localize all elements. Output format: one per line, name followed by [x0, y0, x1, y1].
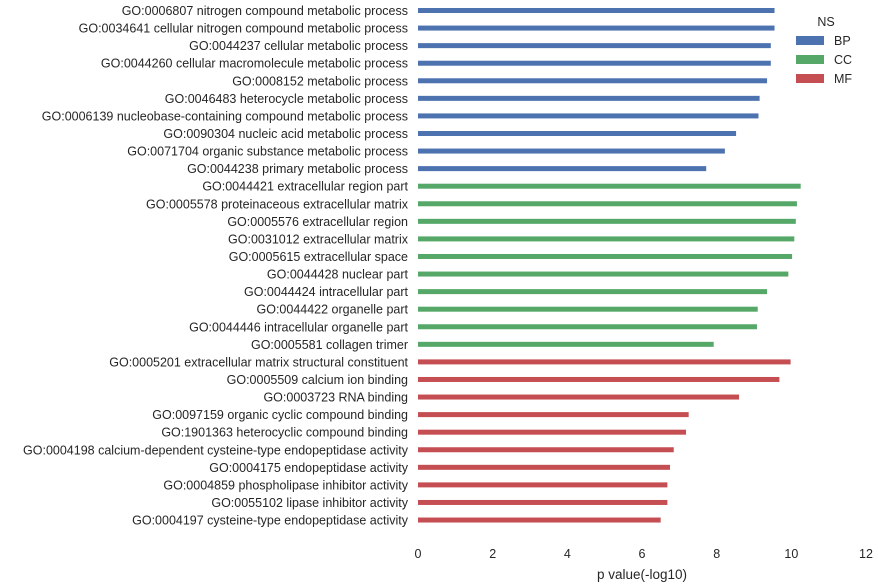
bar-bp: [418, 8, 775, 13]
category-labels: GO:0006807 nitrogen compound metabolic p…: [23, 4, 409, 528]
x-axis-ticks: 0 2 4 6 8 10 12: [415, 547, 873, 561]
category-label: GO:0005578 proteinaceous extracellular m…: [146, 197, 409, 211]
category-label: GO:0044237 cellular metabolic process: [189, 39, 408, 53]
bar-mf: [418, 412, 689, 418]
legend-title: NS: [817, 15, 834, 29]
bar-cc: [418, 183, 801, 189]
bar-bp: [418, 113, 759, 119]
category-label: GO:0055102 lipase inhibitor activity: [211, 496, 408, 510]
bar-bp: [418, 130, 737, 136]
bar-cc: [418, 201, 797, 207]
bar-bp: [418, 95, 760, 101]
bar-cc: [418, 289, 768, 295]
legend-label-cc: CC: [834, 53, 852, 67]
x-tick-label: 12: [859, 547, 873, 561]
category-label: GO:0031012 extracellular matrix: [228, 232, 409, 246]
category-label: GO:0044446 intracellular organelle part: [189, 320, 408, 334]
x-tick-label: 10: [784, 547, 798, 561]
bar-mf: [418, 447, 674, 453]
bar-mf: [418, 376, 780, 382]
bar-mf: [418, 429, 687, 435]
category-label: GO:0044260 cellular macromolecule metabo…: [101, 57, 408, 71]
category-label: GO:0044238 primary metabolic process: [187, 162, 408, 176]
x-tick-label: 0: [415, 547, 422, 561]
category-label: GO:0044421 extracellular region part: [202, 180, 408, 194]
category-label: GO:0004197 cysteine-type endopeptidase a…: [132, 514, 409, 528]
bar-bp: [418, 148, 725, 154]
category-label: GO:0034641 cellular nitrogen compound me…: [79, 22, 408, 36]
category-label: GO:1901363 heterocyclic compound binding: [161, 426, 408, 440]
category-label: GO:0005581 collagen trimer: [251, 338, 408, 352]
category-label: GO:0090304 nucleic acid metabolic proces…: [163, 127, 408, 141]
bar-cc: [418, 218, 796, 224]
category-label: GO:0044422 organelle part: [257, 303, 409, 317]
bar-mf: [418, 517, 661, 523]
bar-bp: [418, 166, 707, 172]
bar-cc: [418, 253, 793, 259]
category-label: GO:0006139 nucleobase-containing compoun…: [42, 109, 408, 123]
bar-cc: [418, 341, 714, 347]
category-label: GO:0044424 intracellular part: [244, 285, 409, 299]
category-label: GO:0005576 extracellular region: [227, 215, 408, 229]
bars: [418, 8, 801, 523]
x-tick-label: 8: [713, 547, 720, 561]
bar-bp: [418, 43, 771, 49]
category-label: GO:0006807 nitrogen compound metabolic p…: [122, 4, 408, 18]
category-label: GO:0071704 organic substance metabolic p…: [127, 145, 408, 159]
category-label: GO:0097159 organic cyclic compound bindi…: [152, 408, 408, 422]
bar-cc: [418, 306, 758, 312]
legend-swatch-mf: [796, 74, 824, 83]
legend-swatch-cc: [796, 55, 824, 64]
legend-swatch-bp: [796, 36, 824, 45]
bar-mf: [418, 482, 668, 488]
category-label: GO:0005201 extracellular matrix structur…: [109, 355, 408, 369]
legend-label-bp: BP: [834, 34, 851, 48]
category-label: GO:0004198 calcium-dependent cysteine-ty…: [23, 443, 409, 457]
legend-label-mf: MF: [834, 72, 852, 86]
category-label: GO:0044428 nuclear part: [267, 268, 409, 282]
category-label: GO:0046483 heterocycle metabolic process: [165, 92, 408, 106]
category-label: GO:0005615 extracellular space: [229, 250, 408, 264]
category-label: GO:0004175 endopeptidase activity: [209, 461, 408, 475]
bar-cc: [418, 271, 789, 277]
x-tick-label: 6: [639, 547, 646, 561]
x-tick-label: 4: [564, 547, 571, 561]
bar-bp: [418, 60, 771, 66]
x-axis-title: p value(-log10): [597, 567, 687, 582]
bar-cc: [418, 236, 795, 242]
bar-mf: [418, 394, 740, 400]
bar-mf: [418, 499, 668, 505]
bar-cc: [418, 324, 757, 330]
category-label: GO:0004859 phospholipase inhibitor activ…: [163, 478, 408, 492]
x-tick-label: 2: [489, 547, 496, 561]
category-label: GO:0008152 metabolic process: [232, 74, 408, 88]
category-label: GO:0005509 calcium ion binding: [227, 373, 408, 387]
bar-bp: [418, 25, 775, 31]
bar-mf: [418, 464, 670, 470]
bar-bp: [418, 78, 768, 84]
bar-mf: [418, 359, 791, 365]
legend: NS BP CC MF: [796, 15, 852, 86]
category-label: GO:0003723 RNA binding: [263, 391, 408, 405]
